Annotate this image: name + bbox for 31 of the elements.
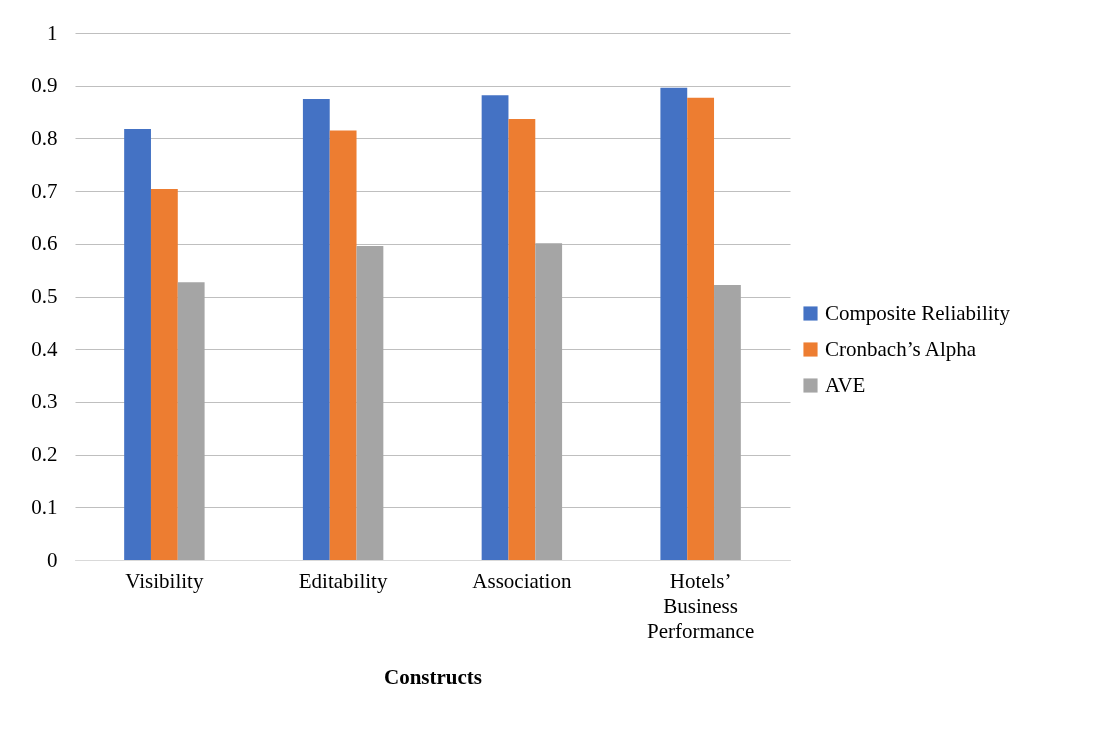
bar — [535, 243, 563, 560]
y-tick-label: 0.7 — [31, 178, 58, 203]
x-tick-label: Association — [472, 568, 572, 593]
bar — [660, 87, 688, 560]
x-tick-label: Visibility — [125, 568, 204, 593]
y-tick-label: 0.2 — [31, 442, 58, 467]
y-tick-label: 0.1 — [31, 494, 58, 519]
bar — [714, 284, 741, 560]
y-tick-label: 0 — [47, 547, 58, 572]
bar — [329, 130, 357, 560]
y-tick-label: 0.6 — [31, 231, 58, 256]
y-tick-label: 0.4 — [31, 336, 58, 361]
x-tick-label: Editability — [298, 568, 388, 593]
bar — [687, 97, 715, 560]
x-tick-label: Hotels’ Business Performance — [646, 568, 755, 643]
y-tick-label: 0.8 — [31, 125, 58, 150]
bar — [124, 128, 151, 560]
x-axis-title: Constructs — [384, 664, 482, 689]
bar — [481, 95, 509, 560]
bar — [302, 98, 330, 560]
legend-label: AVE — [825, 372, 866, 397]
bar — [150, 188, 178, 560]
bar — [177, 282, 205, 560]
y-tick-label: 0.5 — [31, 284, 58, 308]
legend-label: Cronbach’s Alpha — [825, 336, 977, 361]
bar — [508, 118, 536, 560]
y-tick-label: 1 — [47, 20, 58, 45]
bar — [356, 245, 384, 560]
y-tick-label: 0.9 — [31, 73, 58, 98]
legend-label: Composite Reliability — [825, 300, 1011, 325]
y-tick-label: 0.3 — [31, 389, 58, 414]
